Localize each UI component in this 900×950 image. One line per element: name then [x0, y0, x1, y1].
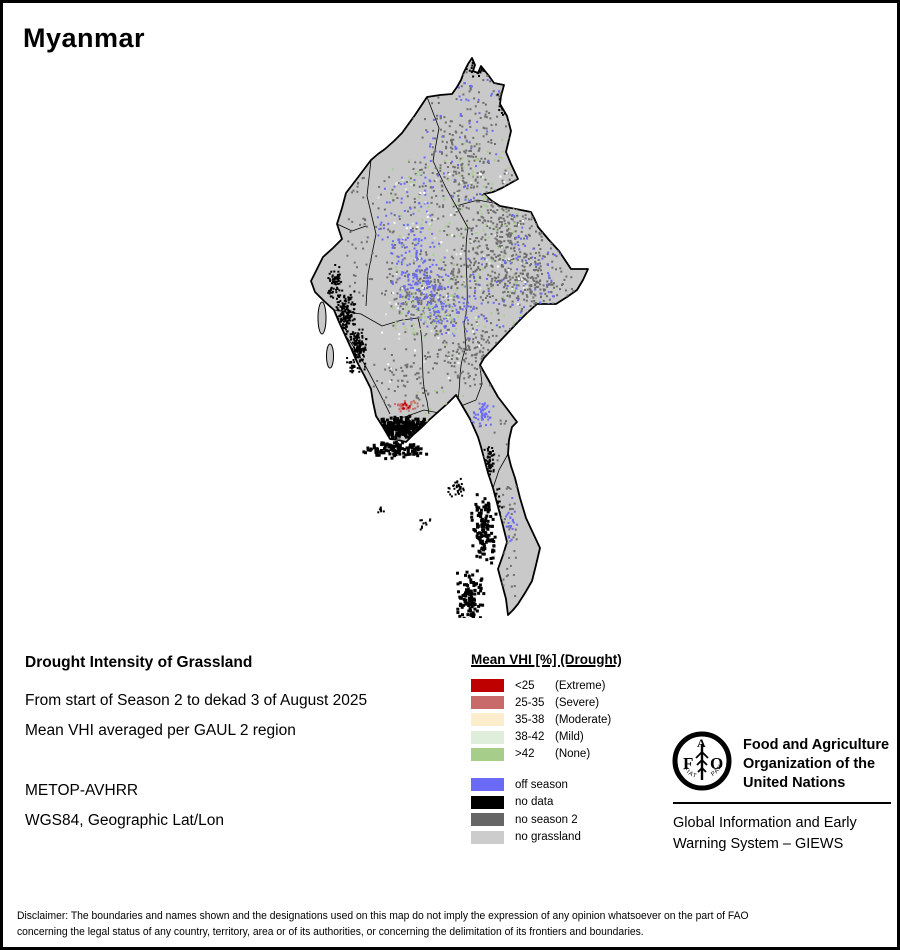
svg-text:O: O — [710, 754, 723, 773]
fao-org-line: United Nations — [743, 775, 846, 791]
svg-text:A: A — [697, 736, 706, 750]
legend-swatch-off-season — [471, 778, 504, 792]
legend-row-no-data: no data — [471, 793, 686, 811]
legend: Mean VHI [%] (Drought) <25 (Extreme) 25-… — [471, 652, 686, 846]
legend-swatch-severe — [471, 696, 504, 710]
legend-label: no grassland — [515, 831, 581, 844]
legend-value: <25 — [515, 679, 535, 692]
legend-row-off-season: off season — [471, 776, 686, 794]
legend-swatch-no-season-2 — [471, 813, 504, 827]
legend-swatch-moderate — [471, 713, 504, 727]
fao-logo-icon: F A O FIAT PANIS — [668, 726, 733, 792]
legend-value: 35-38 — [515, 713, 545, 726]
disclaimer: Disclaimer: The boundaries and names sho… — [17, 908, 749, 940]
map-sensor: METOP-AVHRR — [25, 782, 139, 799]
map-heading: Drought Intensity of Grassland — [25, 654, 253, 671]
legend-swatch-none — [471, 747, 504, 761]
legend-label: no data — [515, 796, 554, 809]
legend-value: >42 — [515, 748, 535, 761]
legend-value: 38-42 — [515, 731, 545, 744]
legend-extra-group: off season no data no season 2 no grassl… — [471, 776, 686, 846]
fao-divider — [673, 802, 891, 804]
legend-swatch-no-grassland — [471, 830, 504, 844]
legend-row-none: >42 (None) — [471, 746, 686, 763]
legend-row-no-grassland: no grassland — [471, 828, 686, 846]
giews-line: Global Information and Early — [673, 815, 857, 831]
giews-label: Global Information and Early Warning Sys… — [673, 813, 857, 855]
disclaimer-line: concerning the legal status of any count… — [17, 926, 644, 938]
legend-label: (Severe) — [555, 696, 600, 709]
legend-label: (Moderate) — [555, 713, 612, 726]
myanmar-map-svg — [310, 57, 589, 623]
myanmar-map — [306, 56, 598, 623]
legend-row-no-season-2: no season 2 — [471, 811, 686, 829]
country-outline — [310, 57, 589, 616]
legend-row-moderate: 35-38 (Moderate) — [471, 711, 686, 728]
svg-text:F: F — [683, 754, 693, 773]
legend-value: 25-35 — [515, 696, 545, 709]
map-method: Mean VHI averaged per GAUL 2 region — [25, 722, 296, 739]
legend-label: (Extreme) — [555, 679, 606, 692]
page-title: Myanmar — [23, 23, 146, 53]
legend-title: Mean VHI [%] (Drought) — [471, 652, 622, 667]
giews-line: Warning System – GIEWS — [673, 836, 844, 852]
legend-swatch-no-data — [471, 795, 504, 809]
fao-org-name: Food and Agriculture Organization of the… — [743, 736, 889, 793]
coastal-islands — [317, 301, 334, 369]
fao-org-line: Food and Agriculture — [743, 737, 890, 753]
legend-row-mild: 38-42 (Mild) — [471, 729, 686, 746]
fao-org-line: Organization of the — [743, 756, 876, 772]
map-period: From start of Season 2 to dekad 3 of Aug… — [25, 692, 368, 709]
map-projection: WGS84, Geographic Lat/Lon — [25, 812, 225, 829]
legend-row-extreme: <25 (Extreme) — [471, 677, 686, 694]
legend-swatch-mild — [471, 730, 504, 744]
legend-label: (None) — [555, 748, 591, 761]
legend-swatch-extreme — [471, 679, 504, 693]
legend-row-severe: 25-35 (Severe) — [471, 694, 686, 711]
legend-label: off season — [515, 778, 568, 791]
disclaimer-line: Disclaimer: The boundaries and names sho… — [17, 910, 749, 922]
legend-label: (Mild) — [555, 731, 584, 744]
legend-label: no season 2 — [515, 813, 578, 826]
